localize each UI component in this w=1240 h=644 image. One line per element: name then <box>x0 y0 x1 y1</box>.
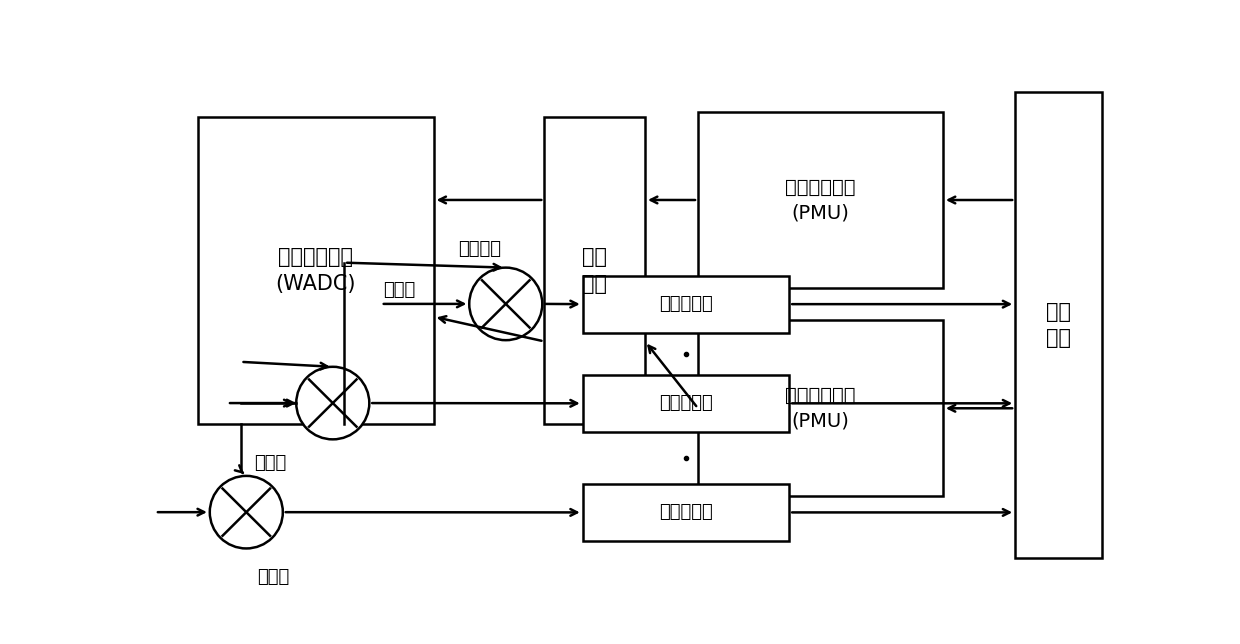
Text: 参考量: 参考量 <box>383 281 415 299</box>
Text: 广域阻尼控制
(WADC): 广域阻尼控制 (WADC) <box>275 247 356 294</box>
Bar <box>698 112 942 288</box>
Bar <box>198 117 434 424</box>
Bar <box>698 320 942 497</box>
Text: 参考量: 参考量 <box>257 568 289 586</box>
Ellipse shape <box>296 367 370 439</box>
Bar <box>1016 92 1101 558</box>
Bar <box>544 117 645 424</box>
Ellipse shape <box>469 268 542 340</box>
Text: 附加控制器: 附加控制器 <box>660 295 713 313</box>
Text: 调制信号: 调制信号 <box>458 240 501 258</box>
Text: 相量测量单元
(PMU): 相量测量单元 (PMU) <box>785 178 856 222</box>
Text: 附加控制器: 附加控制器 <box>660 394 713 412</box>
Text: 参考量: 参考量 <box>254 454 286 472</box>
Bar <box>583 276 789 333</box>
Ellipse shape <box>210 476 283 549</box>
Text: 广域
信号: 广域 信号 <box>582 247 608 294</box>
Text: 电力
系统: 电力 系统 <box>1045 302 1071 348</box>
Text: 附加控制器: 附加控制器 <box>660 504 713 522</box>
Text: 相量测量单元
(PMU): 相量测量单元 (PMU) <box>785 386 856 430</box>
Bar <box>583 484 789 541</box>
Bar <box>583 375 789 432</box>
